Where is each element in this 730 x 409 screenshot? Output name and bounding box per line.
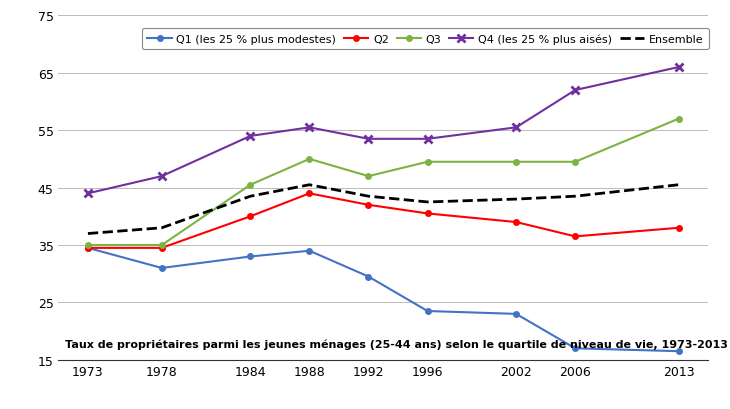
Ensemble xyxy=(158,226,166,231)
Q4 (les 25 % plus aisés) xyxy=(246,134,255,139)
Q1 (les 25 % plus modestes) xyxy=(364,274,373,279)
Q3 xyxy=(246,183,255,188)
Line: Q2: Q2 xyxy=(85,191,681,251)
Q4 (les 25 % plus aisés) xyxy=(512,126,520,130)
Legend: Q1 (les 25 % plus modestes), Q2, Q3, Q4 (les 25 % plus aisés), Ensemble: Q1 (les 25 % plus modestes), Q2, Q3, Q4 … xyxy=(142,29,709,50)
Text: Taux de propriétaires parmi les jeunes ménages (25-44 ans) selon le quartile de : Taux de propriétaires parmi les jeunes m… xyxy=(65,339,728,350)
Ensemble xyxy=(246,194,255,199)
Q3 xyxy=(158,243,166,248)
Ensemble xyxy=(512,197,520,202)
Q2 xyxy=(512,220,520,225)
Line: Ensemble: Ensemble xyxy=(88,185,679,234)
Q4 (les 25 % plus aisés) xyxy=(364,137,373,142)
Q4 (les 25 % plus aisés) xyxy=(158,174,166,179)
Q1 (les 25 % plus modestes) xyxy=(675,349,683,354)
Q3 xyxy=(512,160,520,165)
Line: Q3: Q3 xyxy=(85,117,681,248)
Q1 (les 25 % plus modestes) xyxy=(305,249,314,254)
Q3 xyxy=(571,160,580,165)
Q2 xyxy=(305,191,314,196)
Q2 xyxy=(675,226,683,231)
Ensemble xyxy=(423,200,432,205)
Q1 (les 25 % plus modestes) xyxy=(83,246,92,251)
Q2 xyxy=(571,234,580,239)
Ensemble xyxy=(305,183,314,188)
Ensemble xyxy=(364,194,373,199)
Q2 xyxy=(158,246,166,251)
Q1 (les 25 % plus modestes) xyxy=(512,312,520,317)
Line: Q1 (les 25 % plus modestes): Q1 (les 25 % plus modestes) xyxy=(85,245,681,354)
Ensemble xyxy=(675,183,683,188)
Q1 (les 25 % plus modestes) xyxy=(246,254,255,259)
Q2 xyxy=(246,214,255,219)
Q3 xyxy=(675,117,683,122)
Ensemble xyxy=(571,194,580,199)
Q4 (les 25 % plus aisés) xyxy=(305,126,314,130)
Q2 xyxy=(83,246,92,251)
Q2 xyxy=(423,211,432,216)
Q4 (les 25 % plus aisés) xyxy=(83,191,92,196)
Q1 (les 25 % plus modestes) xyxy=(158,266,166,271)
Q4 (les 25 % plus aisés) xyxy=(423,137,432,142)
Q1 (les 25 % plus modestes) xyxy=(571,346,580,351)
Q3 xyxy=(83,243,92,248)
Q1 (les 25 % plus modestes) xyxy=(423,309,432,314)
Q3 xyxy=(364,174,373,179)
Ensemble xyxy=(83,231,92,236)
Q3 xyxy=(423,160,432,165)
Line: Q4 (les 25 % plus aisés): Q4 (les 25 % plus aisés) xyxy=(84,64,683,198)
Q3 xyxy=(305,157,314,162)
Q4 (les 25 % plus aisés) xyxy=(571,88,580,93)
Q4 (les 25 % plus aisés) xyxy=(675,65,683,70)
Q2 xyxy=(364,203,373,208)
